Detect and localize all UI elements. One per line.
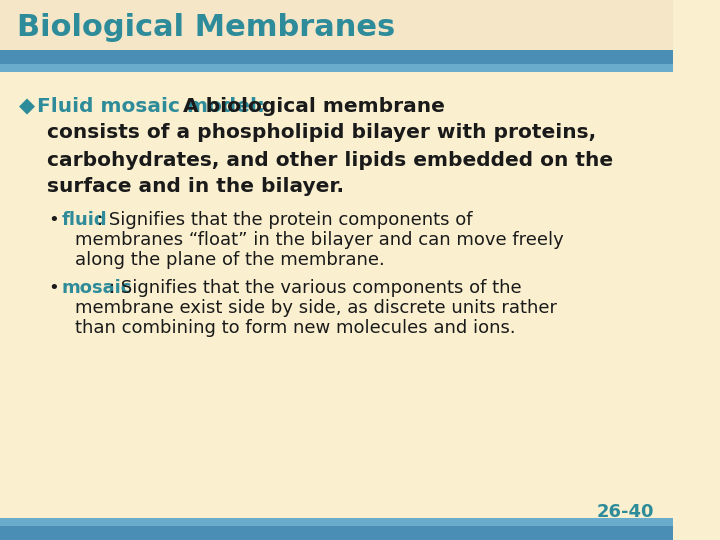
Text: than combining to form new molecules and ions.: than combining to form new molecules and… (75, 319, 516, 337)
Text: fluid: fluid (62, 211, 107, 229)
Text: ◆: ◆ (19, 96, 35, 116)
Text: : Signifies that the protein components of: : Signifies that the protein components … (97, 211, 473, 229)
Text: Fluid mosaic model:: Fluid mosaic model: (37, 97, 266, 116)
Text: : Signifies that the various components of the: : Signifies that the various components … (109, 279, 522, 297)
Text: •: • (49, 211, 59, 229)
Text: •: • (49, 279, 59, 297)
Text: along the plane of the membrane.: along the plane of the membrane. (75, 251, 384, 269)
Text: mosaic: mosaic (62, 279, 132, 297)
FancyBboxPatch shape (0, 0, 673, 50)
Bar (0, 64, 673, 72)
Bar (0, 518, 673, 526)
Text: A biological membrane: A biological membrane (183, 97, 445, 116)
Bar (0, 50, 673, 64)
Text: Biological Membranes: Biological Membranes (17, 12, 395, 42)
Text: consists of a phospholipid bilayer with proteins,: consists of a phospholipid bilayer with … (47, 124, 596, 143)
Text: surface and in the bilayer.: surface and in the bilayer. (47, 178, 343, 197)
Text: 26-40: 26-40 (597, 503, 654, 521)
Text: carbohydrates, and other lipids embedded on the: carbohydrates, and other lipids embedded… (47, 151, 613, 170)
Bar (0, 526, 673, 540)
Text: membranes “float” in the bilayer and can move freely: membranes “float” in the bilayer and can… (75, 231, 564, 249)
Text: membrane exist side by side, as discrete units rather: membrane exist side by side, as discrete… (75, 299, 557, 317)
